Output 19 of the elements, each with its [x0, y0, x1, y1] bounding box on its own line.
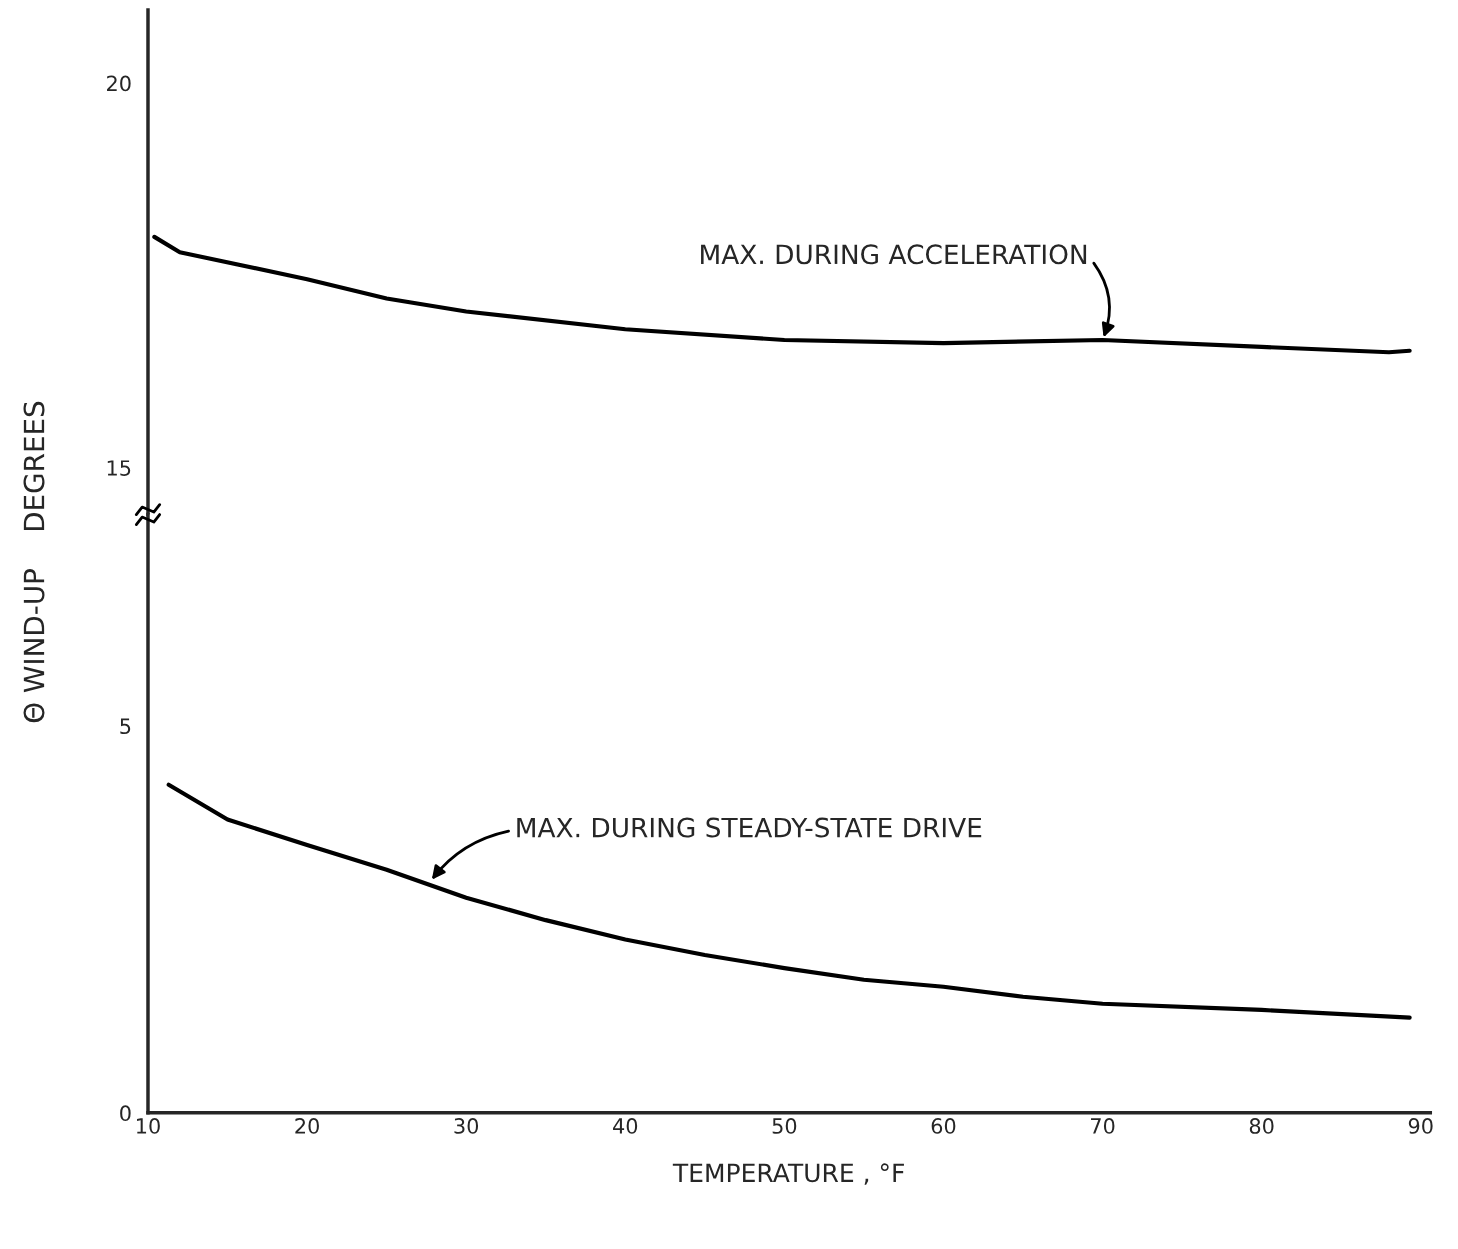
x-tick-label: 60	[931, 1118, 956, 1134]
y-tick-label: 5	[120, 718, 131, 735]
y-axis-title: Θ WIND-UP DEGREES	[23, 401, 45, 723]
x-tick-label: 50	[772, 1118, 797, 1134]
annotation: MAX. DURING STEADY-STATE DRIVE	[517, 817, 982, 838]
y-tick-label: 20	[107, 75, 131, 92]
y-tick-label: 0	[120, 1105, 131, 1122]
x-axis-title: TEMPERATURE , °F	[672, 1163, 904, 1185]
y-tick-label: 15	[107, 460, 131, 476]
x-tick-label: 80	[1249, 1118, 1274, 1134]
x-tick-label: 10	[137, 1118, 160, 1134]
x-tick-label: 40	[613, 1118, 638, 1134]
annotation: MAX. DURING ACCELERATION	[701, 244, 1087, 265]
x-tick-label: 70	[1091, 1118, 1115, 1134]
x-tick-label: 30	[454, 1118, 479, 1134]
x-tick-label: 90	[1408, 1118, 1433, 1134]
line-series	[152, 234, 1412, 355]
x-tick-label: 20	[295, 1118, 319, 1134]
line-series	[166, 782, 1412, 1020]
